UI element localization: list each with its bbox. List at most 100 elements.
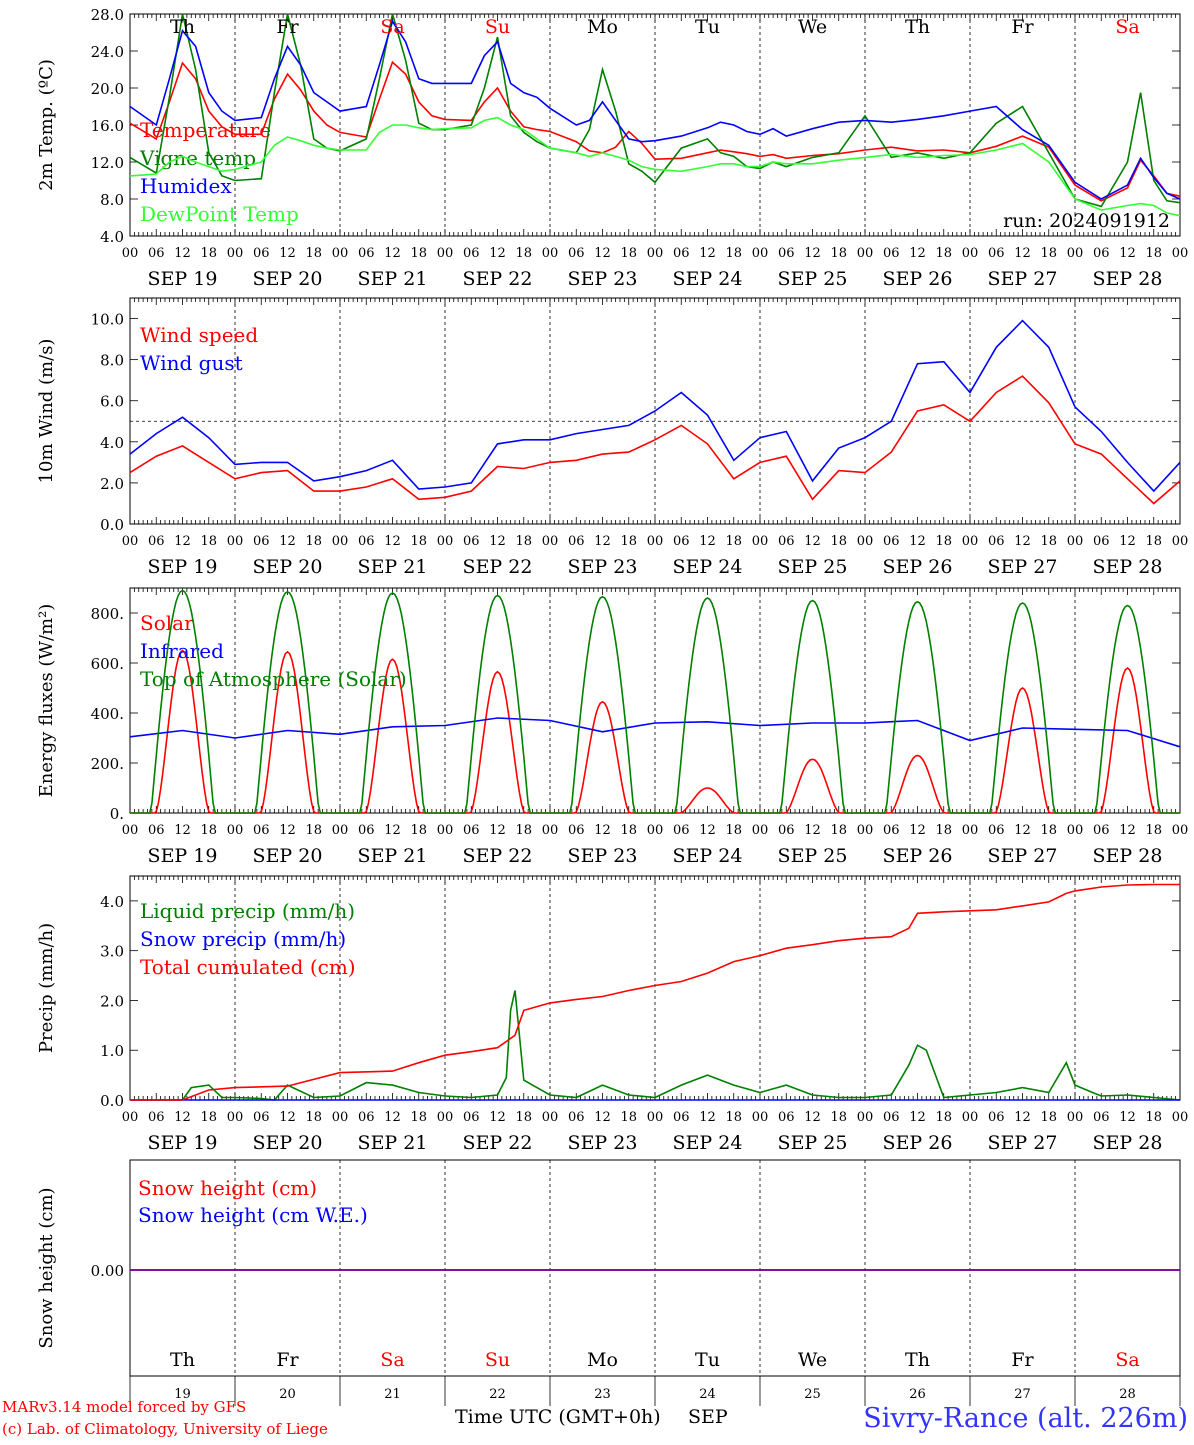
weekday-label: Fr [276,16,299,38]
hour-label: 12 [1119,1110,1136,1125]
panel-5: 0.00 Snow height (cm) Snow height (cm) Snow… [36,1159,1181,1406]
hour-label: 06 [358,246,375,261]
hour-label: 18 [305,1110,322,1125]
y-tick-label: 16.0 [91,117,124,135]
hour-label: 06 [1093,823,1110,838]
hour-label: 00 [1172,1110,1189,1125]
weekday-label: Fr [1011,16,1034,38]
panel-1: 4.0 8.0 12.0 16.0 20.0 24.0 28.0 2m Temp. (ºC) T… [36,6,1188,290]
y-tick-label: 12.0 [91,154,124,172]
hour-label: 18 [515,823,532,838]
date-label: SEP 24 [673,1132,743,1154]
hour-label: 12 [909,534,926,549]
day-number: 27 [1014,1387,1031,1402]
hour-label: 00 [647,246,664,261]
weekday-label: Th [905,1349,930,1371]
weekday-label: Th [170,1349,195,1371]
hour-label: 00 [542,1110,559,1125]
hour-label: 18 [515,246,532,261]
date-label: SEP 22 [463,268,533,290]
legend-snow-precip-mm-h: Snow precip (mm/h) [140,927,346,951]
hour-label: 00 [122,246,139,261]
date-label: SEP 27 [988,845,1058,867]
hour-label: 12 [174,534,191,549]
month-label: SEP [688,1406,728,1428]
hour-label: 00 [962,246,979,261]
hour-label: 00 [1172,823,1189,838]
hour-label: 00 [1067,246,1084,261]
x-axis-title: Time UTC (GMT+0h) [455,1406,661,1428]
y-tick-label: 28.0 [91,6,124,24]
y-tick-label: 800. [91,605,124,623]
weekday-label: Su [485,1349,510,1371]
day-number: 21 [384,1387,401,1402]
legend-dewpoint-temp: DewPoint Temp [140,202,299,226]
hour-label: 18 [830,823,847,838]
hour-label: 18 [1040,534,1057,549]
series-total-cumulated-cm [130,883,1180,1101]
hour-label: 12 [174,823,191,838]
hour-label: 12 [804,1110,821,1125]
day-number: 23 [594,1387,611,1402]
y-tick-label: 8.0 [100,191,124,209]
y-tick-label: 2.0 [100,475,124,493]
hour-label: 00 [122,534,139,549]
series-wind-gust [129,319,1181,493]
date-label: SEP 27 [988,556,1058,578]
hour-label: 18 [935,1110,952,1125]
hour-label: 00 [1067,534,1084,549]
date-label: SEP 28 [1093,556,1163,578]
hour-label: 18 [410,246,427,261]
hour-label: 18 [305,246,322,261]
date-label: SEP 19 [148,845,218,867]
date-label: SEP 26 [883,1132,953,1154]
date-label: SEP 20 [253,845,323,867]
weekday-label: We [798,1349,827,1371]
hour-label: 12 [699,1110,716,1125]
hour-label: 00 [962,1110,979,1125]
hour-label: 00 [962,823,979,838]
hour-label: 12 [384,1110,401,1125]
series-wind-speed [129,375,1181,505]
legend-snow-height-cm-w-e: Snow height (cm W.E.) [138,1203,368,1227]
day-number: 25 [804,1387,821,1402]
y-tick-label: 20.0 [91,80,124,98]
y-axis-title: Energy fluxes (W/m²) [36,604,57,798]
date-label: SEP 21 [358,845,428,867]
date-label: SEP 28 [1093,845,1163,867]
date-label: SEP 23 [568,556,638,578]
hour-label: 12 [489,1110,506,1125]
y-tick-label: 1.0 [100,1042,124,1060]
legend-top-of-atmosphere-solar: Top of Atmosphere (Solar) [140,667,407,691]
y-tick-label: 4.0 [100,228,124,246]
hour-label: 18 [1040,1110,1057,1125]
weekday-label: Fr [1011,1349,1034,1371]
hour-label: 06 [778,1110,795,1125]
hour-label: 12 [384,534,401,549]
hour-label: 00 [752,823,769,838]
hour-label: 12 [804,246,821,261]
weekday-label: We [798,16,827,38]
weekday-label: Th [905,16,930,38]
weekday-label: Sa [380,1349,404,1371]
hour-label: 06 [1093,534,1110,549]
hour-label: 00 [122,823,139,838]
day-number: 28 [1119,1387,1136,1402]
hour-label: 00 [752,534,769,549]
hour-label: 06 [358,1110,375,1125]
hour-label: 00 [542,534,559,549]
hour-label: 18 [725,823,742,838]
hour-label: 00 [752,1110,769,1125]
hour-label: 06 [148,823,165,838]
hour-label: 00 [227,1110,244,1125]
hour-label: 12 [804,534,821,549]
hour-label: 06 [463,1110,480,1125]
hour-label: 12 [384,823,401,838]
weekday-label: Tu [695,16,720,38]
hour-label: 00 [1067,1110,1084,1125]
hour-label: 18 [410,534,427,549]
hour-label: 12 [489,823,506,838]
hour-label: 06 [568,534,585,549]
hour-label: 18 [1145,823,1162,838]
hour-label: 12 [174,246,191,261]
